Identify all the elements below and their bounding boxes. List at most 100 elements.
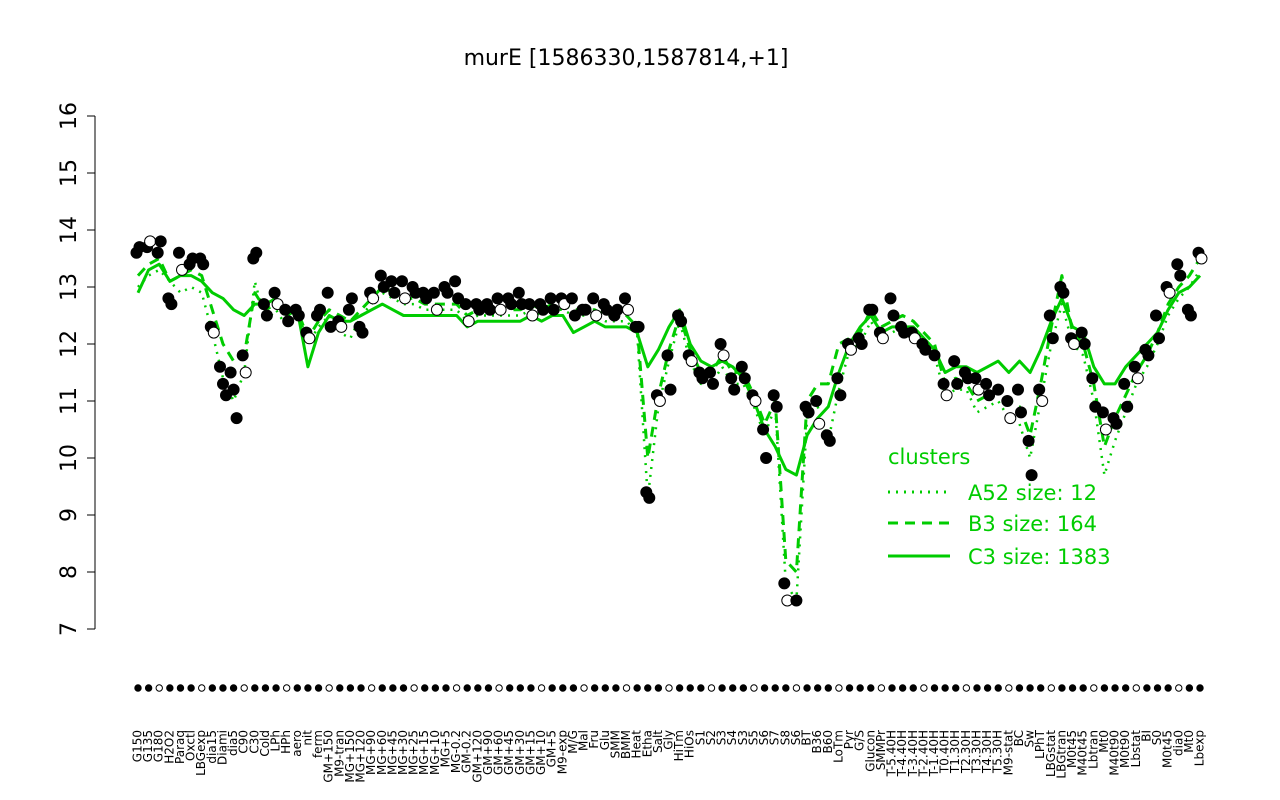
data-point	[948, 355, 961, 368]
data-point	[462, 315, 475, 328]
data-point	[1128, 360, 1141, 373]
y-tick-label: 9	[57, 508, 82, 522]
data-point	[441, 286, 454, 299]
sample-marker	[336, 684, 344, 692]
data-point	[725, 372, 738, 385]
data-point	[1036, 395, 1049, 407]
data-point	[260, 309, 273, 322]
series-line-solid	[136, 262, 1202, 477]
x-tick-label: G/S	[853, 730, 867, 751]
sample-marker	[240, 684, 248, 692]
sample-marker	[272, 684, 280, 692]
x-tick-label: T3.30H	[969, 730, 983, 774]
x-tick-label: GM+5	[545, 730, 559, 767]
sample-marker	[569, 684, 578, 692]
data-point	[661, 349, 674, 362]
x-tick-label: M0t45	[1161, 730, 1175, 768]
data-point	[388, 286, 401, 299]
legend-label: C3 size: 1383	[968, 545, 1111, 569]
data-point	[427, 286, 440, 299]
x-tick-label: G150	[131, 730, 145, 762]
sample-marker	[548, 684, 556, 692]
sample-marker	[654, 684, 663, 692]
data-point	[579, 303, 592, 316]
sample-marker	[824, 684, 832, 692]
x-tick-label: Lbstat	[1129, 730, 1143, 768]
x-tick-label: Mal	[577, 730, 591, 751]
x-tick-label: MG+30	[396, 730, 410, 775]
x-tick-label: Glu	[598, 730, 612, 750]
data-point	[1004, 412, 1017, 425]
data-point	[951, 377, 964, 390]
data-point	[1110, 417, 1123, 430]
data-point	[919, 343, 932, 356]
x-tick-label: Sw	[1023, 730, 1037, 748]
x-tick-label: LBGstat	[1044, 730, 1058, 777]
x-tick-label: MG+5	[438, 730, 452, 767]
legend-label: B3 size: 164	[968, 512, 1097, 536]
y-tick-label: 13	[57, 273, 82, 301]
data-point	[738, 372, 751, 385]
x-tick-label: T-3.40H	[906, 730, 920, 777]
x-tick-label: M40t90	[1108, 730, 1122, 776]
sample-marker	[251, 684, 259, 692]
data-point	[749, 395, 762, 407]
data-point	[757, 423, 770, 436]
data-point	[491, 292, 504, 305]
x-tick-label: M9-exp	[555, 730, 569, 774]
data-point	[1153, 332, 1165, 345]
data-point	[664, 383, 677, 396]
data-point	[876, 332, 889, 345]
sample-marker	[707, 684, 716, 692]
x-tick-label: Glucon	[863, 730, 877, 772]
data-point	[1015, 406, 1027, 419]
x-tick-label: HPh	[279, 730, 293, 754]
sample-marker	[304, 684, 312, 692]
data-point	[526, 309, 539, 322]
data-point	[512, 286, 525, 299]
sample-marker	[622, 684, 631, 692]
data-point	[268, 286, 281, 299]
sample-marker	[835, 684, 843, 692]
sample-marker	[877, 684, 886, 692]
sample-marker	[1164, 684, 1172, 692]
data-point	[399, 292, 411, 305]
x-tick-label: BI	[1139, 730, 1153, 742]
data-point	[632, 320, 645, 333]
sample-marker	[325, 684, 333, 692]
data-point	[547, 303, 560, 316]
x-tick-label: MG+90	[364, 730, 378, 775]
data-point	[643, 491, 656, 504]
x-tick-label: MG-0.2	[449, 730, 463, 773]
data-point	[653, 395, 666, 407]
data-point	[385, 275, 398, 288]
x-tick-label: GM+10	[534, 730, 548, 775]
x-tick-label: GM+45	[502, 730, 516, 775]
data-point	[810, 395, 823, 407]
sample-marker	[1068, 684, 1077, 692]
data-point	[217, 377, 229, 390]
sample-marker	[813, 684, 822, 692]
data-point	[321, 286, 334, 299]
data-point	[813, 417, 826, 430]
data-point	[760, 452, 773, 464]
sample-marker	[198, 684, 206, 692]
data-point	[459, 298, 472, 311]
sample-marker	[952, 684, 960, 692]
data-point	[151, 246, 164, 259]
sample-marker	[803, 684, 811, 692]
x-tick-label: LBGexp	[194, 730, 208, 776]
sample-marker	[293, 684, 301, 692]
data-point	[834, 389, 847, 402]
legend-label: A52 size: 12	[968, 481, 1097, 505]
x-tick-label: nit	[300, 730, 314, 746]
sample-marker	[452, 684, 461, 692]
sample-marker	[410, 684, 418, 692]
sample-marker	[1015, 684, 1024, 692]
data-point	[714, 338, 727, 350]
data-point	[983, 389, 996, 402]
x-tick-label: dia5	[226, 730, 240, 756]
x-tick-label: GM+60	[492, 730, 506, 775]
data-point	[1012, 383, 1024, 396]
